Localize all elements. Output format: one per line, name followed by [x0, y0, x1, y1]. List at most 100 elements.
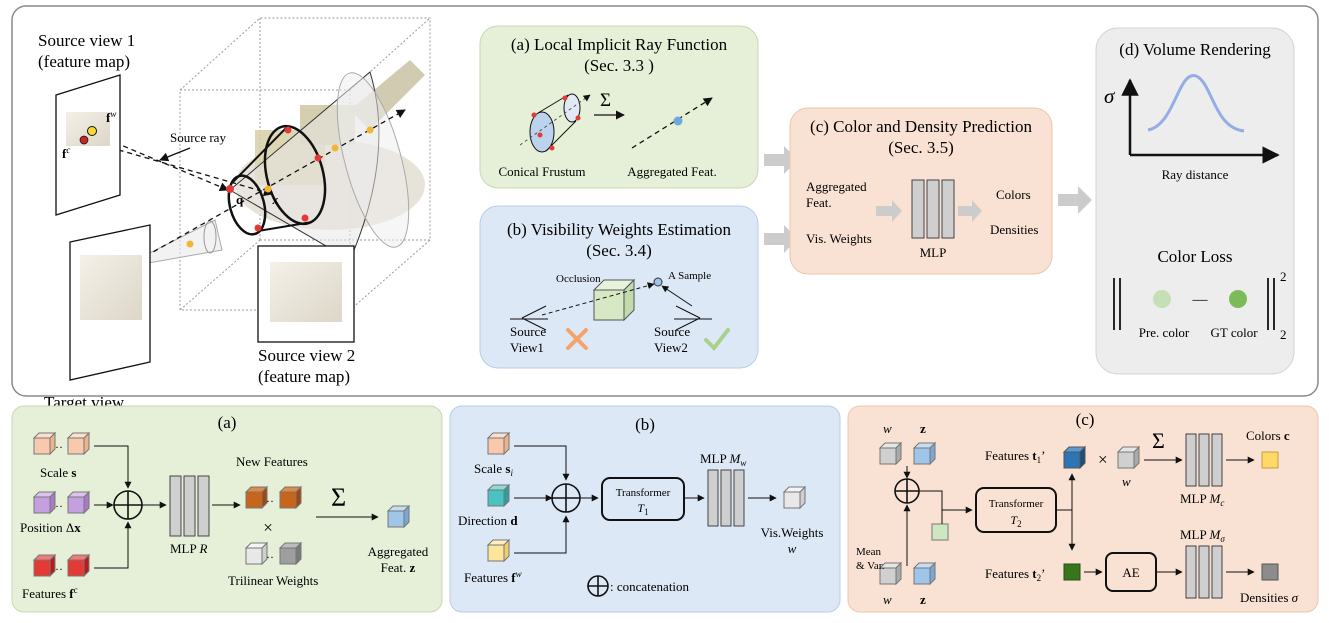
- color-loss-label: Color Loss: [1157, 247, 1232, 266]
- transformer-t1-sym: T1: [637, 501, 648, 517]
- ae-label: AE: [1122, 565, 1139, 580]
- panel-a-title: (a) Local Implicit Ray Function: [511, 35, 728, 54]
- bottom-b-scale-label: Scale si: [474, 461, 513, 478]
- bottom-a-scale-label: Scale s: [40, 465, 76, 480]
- panel-a-subtitle: (Sec. 3.3 ): [584, 56, 654, 75]
- svg-text:··: ··: [55, 499, 63, 513]
- transformer-t2-label: Transformer: [989, 498, 1044, 510]
- mlp-mc-block: [1185, 433, 1223, 487]
- svg-text:··: ··: [55, 440, 63, 454]
- mlp-mc-label: MLP Mc: [1180, 491, 1224, 508]
- transformer-t2-sym: T2: [1010, 513, 1021, 529]
- x-label: x: [272, 192, 279, 207]
- aggregated-label: Aggregated Feat.: [627, 164, 717, 179]
- output-densities-label: Densities: [990, 222, 1038, 237]
- c-bottom-cubes: [878, 561, 937, 586]
- panel-d-volume-rendering: (d) Volume Rendering σ Ray distance Colo…: [1095, 27, 1295, 375]
- features-cubes: ··: [32, 553, 91, 578]
- vis-weights-w-label: w: [788, 541, 797, 556]
- a-sample-label: A Sample: [668, 270, 711, 282]
- mlp-block-top: [911, 179, 955, 239]
- mlp-msigma-block: [1185, 545, 1223, 599]
- minus-sign: —: [1192, 292, 1209, 308]
- scene-illustration: [55, 17, 431, 381]
- occlusion-box: [592, 278, 636, 322]
- trilinear-weights-label: Trilinear Weights: [228, 573, 318, 588]
- new-features-cubes: ··: [244, 485, 303, 510]
- sample-dot: [653, 277, 663, 287]
- c-z-top-label: z: [920, 421, 926, 436]
- svg-text:··: ··: [55, 562, 63, 576]
- mean-label: Mean: [856, 546, 882, 558]
- features-t1-cube: [1062, 445, 1087, 470]
- vis-weights-cube: [782, 485, 807, 510]
- output-colors-label: Colors: [996, 187, 1031, 202]
- gt-color-label: GT color: [1210, 325, 1258, 340]
- panel-a-local-implicit-ray: (a) Local Implicit Ray Function (Sec. 3.…: [479, 25, 759, 189]
- colors-c-label: Colors c: [1246, 428, 1290, 443]
- colors-square: [1261, 451, 1279, 469]
- mlp-mw-block: [707, 469, 745, 527]
- eye-icon-view1: [521, 305, 547, 331]
- check-icon: [704, 328, 730, 352]
- vis-weights-label: Vis.Weights: [761, 525, 824, 540]
- aggregated-cube: [386, 504, 411, 529]
- features-t2-square: [1063, 563, 1081, 581]
- bottom-panel-a: (a) ·· ·· ·· Scale s Position Δx Feature…: [11, 405, 443, 613]
- norm-subscript: 2: [1280, 327, 1287, 342]
- pred-color-label: Pre. color: [1139, 325, 1190, 340]
- mlp-r-label: MLP R: [170, 541, 208, 556]
- fc-label: fc: [62, 145, 70, 161]
- density-curve: [1147, 74, 1245, 133]
- pred-color-dot: [1153, 290, 1171, 308]
- mean-var-square: [931, 523, 949, 541]
- scale-cube-b: [486, 431, 511, 456]
- mlp-r-block: [169, 475, 210, 537]
- panel-b-visibility: (b) Visibility Weights Estimation (Sec. …: [479, 205, 759, 369]
- frustum-label: Conical Frustum: [498, 164, 585, 179]
- norm-superscript: 2: [1280, 269, 1287, 284]
- bottom-b-label: (b): [635, 415, 655, 434]
- ray-distance-label: Ray distance: [1162, 167, 1229, 182]
- panel-c-subtitle: (Sec. 3.5): [888, 138, 954, 157]
- new-features-label: New Features: [236, 454, 308, 469]
- c-w-top-label: w: [883, 421, 892, 436]
- scale-cubes: ··: [32, 431, 91, 456]
- densities-label: Densities σ: [1240, 590, 1299, 605]
- q-label: q: [236, 192, 244, 207]
- sigma-axis-label: σ: [1104, 84, 1116, 108]
- occlusion-label: Occlusion: [556, 273, 601, 285]
- cross-icon: [566, 328, 588, 350]
- features-t1-label: Features t1’: [985, 448, 1045, 465]
- panel-c-title: (c) Color and Density Prediction: [810, 117, 1032, 136]
- svg-text:··: ··: [266, 550, 274, 564]
- source-view2-eye-sublabel: View2: [654, 340, 688, 355]
- transformer-t1-label: Transformer: [616, 487, 671, 499]
- bottom-b-features-label: Features fw: [464, 569, 522, 585]
- bottom-panel-b: (b) Scale si Direction d Features fw Tra…: [449, 405, 841, 613]
- source-ray-1: [89, 131, 229, 192]
- source-view1-sublabel: (feature map): [38, 52, 130, 71]
- c-z-bottom-label: z: [920, 592, 926, 607]
- panel-a-sigma: Σ: [600, 90, 611, 111]
- frustum-icon: [519, 93, 591, 153]
- source-view2-eye-label: Source: [654, 324, 690, 339]
- mlp-msigma-label: MLP Mσ: [1180, 527, 1225, 544]
- source-view1-label: Source view 1: [38, 31, 135, 50]
- multiply-a: ×: [263, 518, 273, 537]
- direction-cube-b: [486, 483, 511, 508]
- bottom-a-position-label: Position Δx: [20, 520, 81, 535]
- var-label: & Var.: [856, 560, 885, 572]
- panel-b-title: (b) Visibility Weights Estimation: [507, 220, 732, 239]
- c-w-mid-label: w: [1122, 474, 1131, 489]
- c-top-cubes: [878, 441, 937, 466]
- input-vis-weights-label: Vis. Weights: [806, 231, 872, 246]
- fw-label: fw: [106, 109, 116, 125]
- position-cubes: ··: [32, 490, 91, 515]
- sample-points: [186, 126, 374, 248]
- source-view1-eye-sublabel: View1: [510, 340, 544, 355]
- input-feat-label: Feat.: [806, 195, 832, 210]
- source-view2-label: Source view 2: [258, 346, 355, 365]
- svg-text:··: ··: [266, 494, 274, 508]
- source-ray-2: [83, 139, 273, 197]
